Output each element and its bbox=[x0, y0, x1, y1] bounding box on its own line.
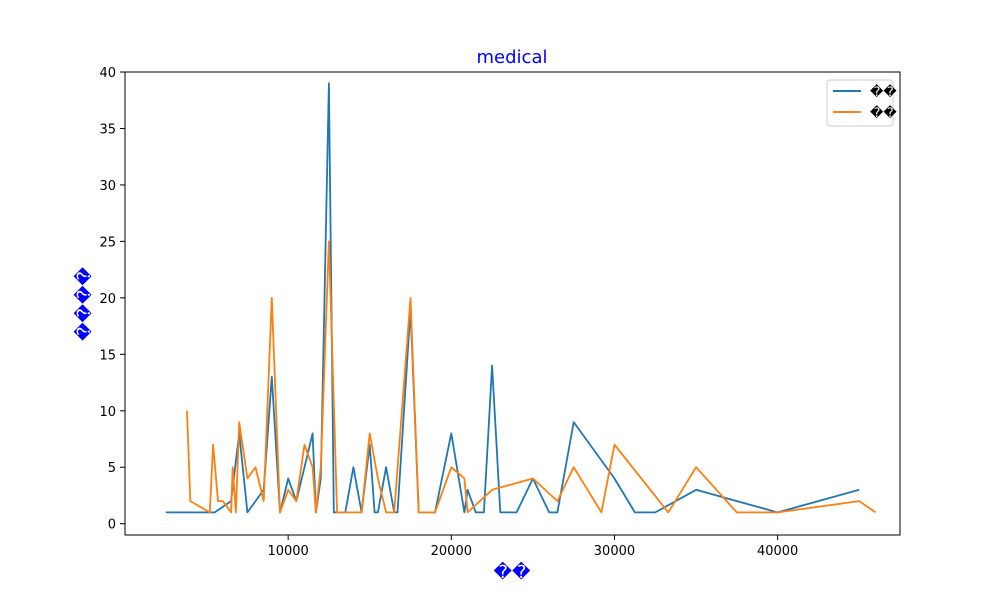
y-tick-label: 5 bbox=[108, 461, 116, 476]
x-axis-label: �� bbox=[494, 561, 531, 583]
series-layer bbox=[165, 82, 877, 514]
x-tick-label: 10000 bbox=[267, 544, 308, 559]
plot-area-frame bbox=[124, 71, 901, 536]
y-tick-label: 15 bbox=[99, 348, 116, 363]
y-tick-label: 20 bbox=[99, 292, 116, 307]
x-tick-label: 20000 bbox=[431, 544, 472, 559]
legend-label-series-2: �� bbox=[870, 104, 897, 121]
x-axis: 10000 20000 30000 40000 bbox=[267, 535, 798, 559]
y-tick-label: 40 bbox=[99, 66, 116, 81]
y-tick-label: 35 bbox=[99, 122, 116, 137]
y-axis-label: ���� bbox=[73, 267, 95, 341]
series-line-2 bbox=[186, 240, 877, 514]
x-tick-label: 30000 bbox=[594, 544, 635, 559]
y-tick-label: 30 bbox=[99, 179, 116, 194]
y-tick-label: 0 bbox=[108, 518, 116, 533]
legend-label-series-1: �� bbox=[870, 83, 897, 100]
x-tick-label: 40000 bbox=[757, 544, 798, 559]
y-tick-label: 10 bbox=[99, 405, 116, 420]
legend: �� �� bbox=[826, 79, 897, 127]
y-axis: 0 5 10 15 20 25 30 35 40 bbox=[99, 66, 125, 533]
chart-title: medical bbox=[477, 47, 548, 68]
y-tick-label: 25 bbox=[99, 235, 116, 250]
